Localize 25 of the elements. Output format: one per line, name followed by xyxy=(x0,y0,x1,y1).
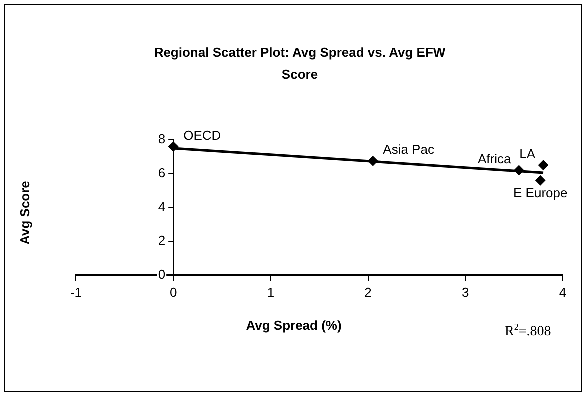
y-tick-label: 4 xyxy=(158,199,166,214)
x-tick-label: 4 xyxy=(559,284,567,300)
y-tick-label: 8 xyxy=(158,132,166,147)
annotation: E Europe xyxy=(514,186,568,201)
y-tick-label: 6 xyxy=(158,165,166,180)
x-axis-title: Avg Spread (%) xyxy=(246,318,342,333)
point xyxy=(368,156,378,166)
point xyxy=(514,165,524,176)
text: R$^{2}$=.808 xyxy=(505,322,552,341)
point xyxy=(538,160,549,170)
x-tick-label: 1 xyxy=(267,284,275,300)
x-tick-label: 2 xyxy=(364,284,372,300)
x-tick-label: 0 xyxy=(170,284,178,300)
chart-title: Regional Scatter Plot: Avg Spread vs. Avg EFW Score xyxy=(153,44,447,84)
y-tick-label: 2 xyxy=(158,233,166,248)
x-tick-label: 3 xyxy=(462,284,470,300)
annotation: OECD xyxy=(184,128,222,143)
x-tick-label: -1 xyxy=(70,284,82,300)
annotation: Asia Pac xyxy=(383,142,435,158)
y-tick-label: 0 xyxy=(158,266,166,282)
y-axis-title: Avg Score xyxy=(18,181,32,245)
annotation: Africa xyxy=(478,152,512,167)
point xyxy=(168,142,179,152)
point xyxy=(536,176,546,186)
annotation: LA xyxy=(520,146,536,162)
